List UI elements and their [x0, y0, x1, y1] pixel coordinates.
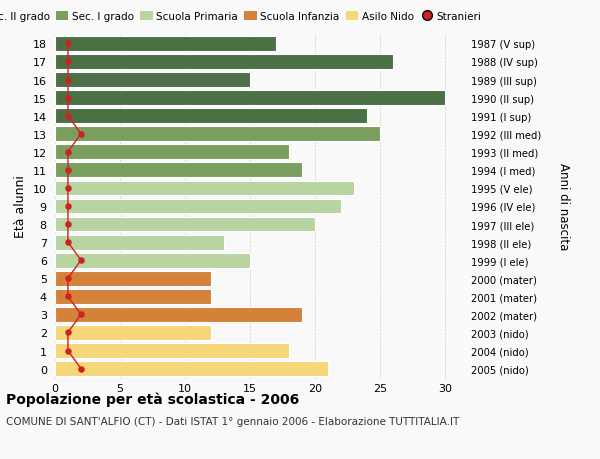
Bar: [55, 163, 302, 178]
Legend: Sec. II grado, Sec. I grado, Scuola Primaria, Scuola Infanzia, Asilo Nido, Stran: Sec. II grado, Sec. I grado, Scuola Prim…: [0, 12, 481, 22]
Point: [63, 95, 73, 102]
Point: [76, 131, 86, 138]
Point: [63, 113, 73, 120]
Text: COMUNE DI SANT'ALFIO (CT) - Dati ISTAT 1° gennaio 2006 - Elaborazione TUTTITALIA: COMUNE DI SANT'ALFIO (CT) - Dati ISTAT 1…: [6, 416, 459, 426]
Point: [63, 203, 73, 210]
Bar: [55, 127, 380, 142]
Bar: [55, 325, 211, 340]
Point: [63, 77, 73, 84]
Bar: [55, 271, 211, 286]
Point: [63, 239, 73, 246]
Point: [63, 41, 73, 48]
Text: Popolazione per età scolastica - 2006: Popolazione per età scolastica - 2006: [6, 392, 299, 406]
Point: [63, 149, 73, 156]
Point: [63, 59, 73, 66]
Point: [63, 347, 73, 354]
Bar: [55, 109, 367, 124]
Bar: [55, 91, 445, 106]
Point: [76, 311, 86, 319]
Bar: [55, 37, 276, 52]
Bar: [55, 253, 250, 268]
Bar: [55, 55, 394, 70]
Bar: [55, 235, 224, 250]
Bar: [55, 199, 341, 214]
Point: [63, 293, 73, 300]
Point: [76, 257, 86, 264]
Bar: [55, 217, 315, 232]
Point: [63, 185, 73, 192]
Bar: [55, 308, 302, 322]
Bar: [55, 289, 211, 304]
Bar: [55, 73, 250, 88]
Bar: [55, 181, 355, 196]
Point: [63, 329, 73, 336]
Point: [63, 167, 73, 174]
Point: [63, 275, 73, 282]
Y-axis label: Anni di nascita: Anni di nascita: [557, 163, 571, 250]
Point: [76, 365, 86, 372]
Bar: [55, 361, 328, 376]
Bar: [55, 145, 289, 160]
Y-axis label: Età alunni: Età alunni: [14, 175, 27, 238]
Bar: [55, 343, 289, 358]
Point: [63, 221, 73, 228]
